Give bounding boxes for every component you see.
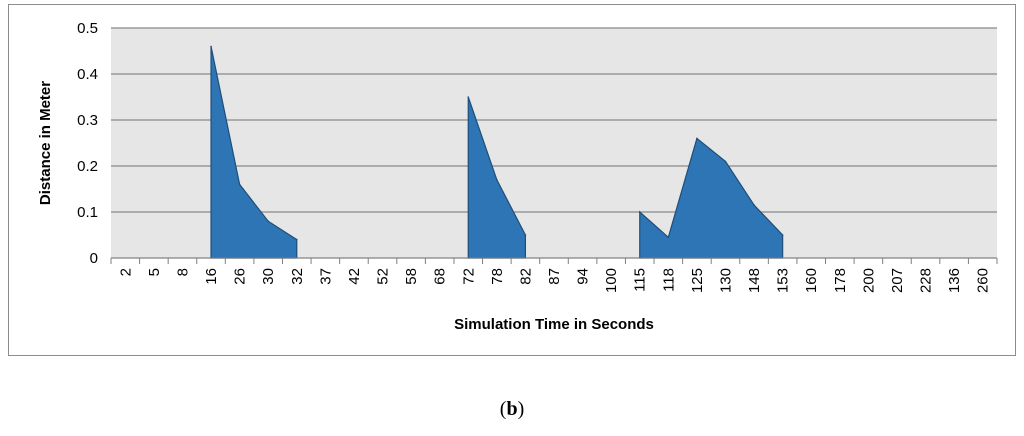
x-axis-title: Simulation Time in Seconds (454, 316, 654, 333)
data-point (210, 45, 212, 48)
data-point (524, 234, 527, 236)
x-tick-label: 160 (803, 268, 820, 293)
x-tick-label: 130 (717, 268, 734, 293)
caption-close: ) (517, 398, 525, 420)
chart-frame: 0 0.1 0.2 0.3 0.4 0.5 2 5 8 16 26 30 32 37 42 52 58 68 72 7… (8, 4, 1016, 356)
y-tick-label: 0.1 (77, 204, 98, 221)
figure-caption: (b) (0, 398, 1024, 421)
x-tick-label: 148 (746, 268, 763, 293)
data-point (496, 179, 498, 181)
data-point (467, 96, 470, 98)
y-tick-label: 0.4 (77, 66, 98, 83)
data-point (667, 236, 670, 239)
x-tick-label: 26 (232, 268, 249, 285)
data-point (238, 183, 241, 186)
x-tick-label: 8 (174, 268, 191, 276)
x-tick-label: 118 (660, 268, 677, 292)
x-tick-label: 136 (946, 268, 963, 293)
x-tick-label: 58 (403, 268, 420, 285)
y-tick-label: 0 (90, 250, 98, 267)
x-tick-label: 260 (975, 268, 992, 293)
x-tick-label: 42 (346, 268, 363, 285)
y-tick-label: 0.3 (77, 112, 98, 129)
x-tick-label: 78 (489, 268, 506, 285)
data-point (696, 137, 698, 140)
x-tick-label: 2 (117, 268, 134, 276)
x-tick-label: 228 (918, 268, 935, 293)
data-point (267, 220, 269, 222)
area-chart: 00.10.20.30.40.52 5 8 16 26 30 32 37 42 52 58 68 72 7… (37, 20, 998, 333)
data-point (638, 211, 641, 213)
x-tick-label: 100 (603, 268, 620, 293)
data-point (295, 238, 298, 241)
x-tick-label: 37 (317, 268, 334, 285)
x-tick-label: 153 (775, 268, 792, 293)
y-tick-label: 0.5 (77, 20, 98, 37)
x-tick-label: 68 (432, 268, 449, 285)
x-tick-label: 200 (860, 268, 877, 293)
y-tick-label: 0.2 (77, 158, 98, 175)
x-tick-label: 125 (689, 268, 706, 293)
caption-open: ( (499, 398, 507, 420)
x-tick-label: 16 (203, 268, 220, 285)
x-tick-label: 5 (146, 268, 163, 276)
x-tick-label: 82 (517, 268, 534, 285)
data-point (753, 204, 755, 206)
y-axis-title: Distance in Meter (37, 81, 54, 205)
x-tick-label: 87 (546, 268, 563, 285)
x-tick-label: 52 (375, 268, 392, 285)
x-tick-label: 32 (289, 268, 306, 285)
x-tick-label: 207 (889, 268, 906, 293)
x-tick-label: 30 (260, 268, 277, 285)
x-tick-label: 94 (575, 268, 592, 285)
caption-letter: b (506, 398, 518, 420)
data-point (724, 160, 727, 163)
x-tick-label: 115 (632, 268, 649, 292)
x-tick-label: 72 (460, 268, 477, 285)
x-tick-label: 178 (832, 268, 849, 293)
data-point (781, 234, 784, 236)
